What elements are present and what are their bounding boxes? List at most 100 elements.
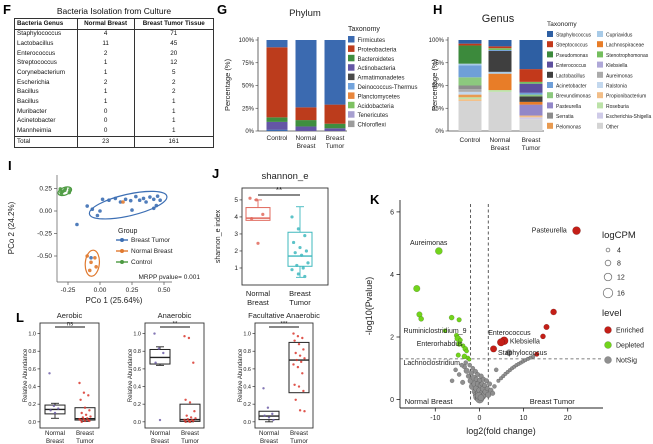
table-row: Lactobacillus 11 45	[14, 39, 215, 50]
svg-text:Pasteurella: Pasteurella	[556, 104, 581, 110]
svg-text:Enterorhabdus: Enterorhabdus	[417, 341, 463, 348]
svg-text:0.0: 0.0	[243, 420, 251, 426]
svg-text:0.00: 0.00	[39, 208, 52, 215]
svg-text:75%: 75%	[432, 61, 445, 67]
panel-label-H: H	[433, 2, 443, 17]
svg-text:Aerobic: Aerobic	[57, 311, 83, 320]
svg-text:NotSig: NotSig	[616, 358, 637, 365]
pcoa-scatter-plot: -0.25 0.00 0.25 0.50 0.25 0.00 -0.25 -0.50 PCo 1…	[7, 175, 200, 305]
svg-text:Acidobacteria: Acidobacteria	[358, 104, 395, 110]
volcano-plot: -10 0 10 20 0 2 4 6 log2(fold change) -log10(Pval…	[364, 200, 644, 436]
table-row: Streptococcus 1 12	[14, 58, 215, 69]
svg-text:Enriched: Enriched	[616, 328, 644, 335]
svg-text:Taxonomy: Taxonomy	[547, 21, 577, 28]
svg-text:8: 8	[617, 261, 621, 268]
svg-text:ns: ns	[67, 322, 73, 328]
svg-text:1.0: 1.0	[28, 332, 36, 338]
svg-text:0.6: 0.6	[243, 367, 251, 373]
svg-text:Deinococcus-Thermus: Deinococcus-Thermus	[358, 85, 418, 91]
svg-text:Chloroflexi: Chloroflexi	[358, 123, 386, 129]
svg-text:75%: 75%	[242, 61, 255, 67]
svg-text:Tumor: Tumor	[522, 145, 541, 152]
svg-text:Enterococcus: Enterococcus	[488, 330, 531, 337]
table-header-cell: Bacteria Genus	[14, 18, 78, 30]
svg-text:Planctomycetes: Planctomycetes	[358, 94, 400, 100]
svg-text:-10: -10	[430, 415, 440, 422]
svg-text:2: 2	[390, 334, 394, 341]
table-row: Acinetobacter 0 1	[14, 116, 215, 127]
svg-text:0.8: 0.8	[28, 349, 36, 355]
svg-text:3: 3	[234, 231, 238, 238]
svg-text:Tumor: Tumor	[326, 143, 345, 150]
svg-text:25%: 25%	[242, 106, 255, 112]
svg-text:log2(fold change): log2(fold change)	[466, 426, 536, 436]
svg-text:0%: 0%	[245, 129, 254, 135]
svg-text:Breast Tumor: Breast Tumor	[131, 237, 171, 244]
table-row: Bacillus 1 1	[14, 97, 215, 108]
svg-text:Actinobacteria: Actinobacteria	[358, 66, 397, 72]
svg-text:Breast: Breast	[289, 289, 312, 298]
svg-text:0.8: 0.8	[243, 349, 251, 355]
svg-text:0.2: 0.2	[133, 402, 141, 408]
svg-text:Normal Breast: Normal Breast	[131, 248, 173, 255]
svg-text:PCo 2 (24.2%): PCo 2 (24.2%)	[7, 201, 16, 254]
svg-text:Ruminiclostridium_9: Ruminiclostridium_9	[404, 328, 467, 335]
svg-text:Control: Control	[267, 135, 289, 142]
svg-text:PCo 1 (25.64%): PCo 1 (25.64%)	[86, 296, 143, 305]
svg-text:12: 12	[617, 275, 625, 282]
svg-text:0: 0	[390, 397, 394, 404]
svg-text:Proteobacteria: Proteobacteria	[358, 47, 398, 53]
svg-text:4: 4	[234, 214, 238, 221]
panel-label-L: L	[16, 310, 24, 325]
svg-text:Acinetobacter: Acinetobacter	[556, 84, 587, 90]
svg-text:Tumor: Tumor	[290, 438, 308, 444]
svg-text:Relative Abundance: Relative Abundance	[128, 348, 134, 402]
svg-text:**: **	[276, 186, 282, 195]
svg-text:Normal: Normal	[296, 135, 318, 142]
svg-text:0: 0	[477, 415, 481, 422]
svg-text:Stenotrophomonas: Stenotrophomonas	[606, 53, 649, 59]
table-row: Escherichia 2 2	[14, 78, 215, 88]
svg-text:Tumor: Tumor	[76, 438, 94, 444]
svg-text:4: 4	[617, 248, 621, 255]
svg-text:0.2: 0.2	[28, 402, 36, 408]
svg-text:Normal: Normal	[246, 289, 271, 298]
svg-text:0%: 0%	[435, 129, 444, 135]
svg-text:Klebsiella: Klebsiella	[606, 63, 628, 69]
svg-text:Breast: Breast	[491, 145, 510, 152]
svg-text:-log10(Pvalue): -log10(Pvalue)	[364, 277, 374, 336]
svg-text:0.6: 0.6	[28, 367, 36, 373]
svg-text:Relative Abundance: Relative Abundance	[23, 348, 29, 402]
svg-text:Breast Tumor: Breast Tumor	[530, 397, 576, 406]
svg-text:Escherichia-Shigella: Escherichia-Shigella	[606, 114, 652, 120]
svg-text:0.0: 0.0	[133, 420, 141, 426]
svg-text:Breast: Breast	[290, 430, 308, 437]
svg-text:Lachnospiraceae: Lachnospiraceae	[606, 43, 644, 49]
svg-text:Breast: Breast	[46, 438, 64, 444]
panel-label-K: K	[370, 192, 380, 207]
svg-text:0.0: 0.0	[28, 420, 36, 426]
svg-text:Aureimonas: Aureimonas	[410, 240, 448, 247]
table-row: Muribacter 0 1	[14, 107, 215, 117]
svg-text:-0.50: -0.50	[37, 253, 52, 260]
svg-text:1.0: 1.0	[133, 332, 141, 338]
svg-text:Control: Control	[460, 137, 482, 144]
svg-text:Percentage (%): Percentage (%)	[223, 58, 232, 111]
table-row: Total 23 161	[14, 136, 215, 148]
svg-text:Anaerobic: Anaerobic	[158, 311, 192, 320]
table-row: Mannheimia 0 1	[14, 126, 215, 137]
svg-text:Tumor: Tumor	[181, 438, 199, 444]
svg-text:Staphylococcus: Staphylococcus	[556, 33, 592, 39]
svg-text:0.25: 0.25	[126, 287, 139, 294]
svg-text:Serratia: Serratia	[556, 114, 574, 120]
svg-text:Firmicutes: Firmicutes	[358, 38, 386, 44]
panel-label-F: F	[3, 2, 11, 17]
culture-table-panel: Bacteria Isolation from Culture Bacteria…	[14, 6, 215, 148]
svg-text:Klebsiella: Klebsiella	[510, 338, 540, 345]
svg-text:4: 4	[390, 272, 394, 279]
table-title: Bacteria Isolation from Culture	[56, 6, 172, 16]
table-header-row: Bacteria Genus Normal Breast Breast Tumor …	[14, 18, 215, 30]
table-row: Bacillus 1 2	[14, 87, 215, 98]
genus-stacked-bar-chart: Genus Percentage (%) 0% 25% 50% 75% 100% Contro…	[429, 13, 652, 152]
svg-text:0.4: 0.4	[133, 385, 141, 391]
